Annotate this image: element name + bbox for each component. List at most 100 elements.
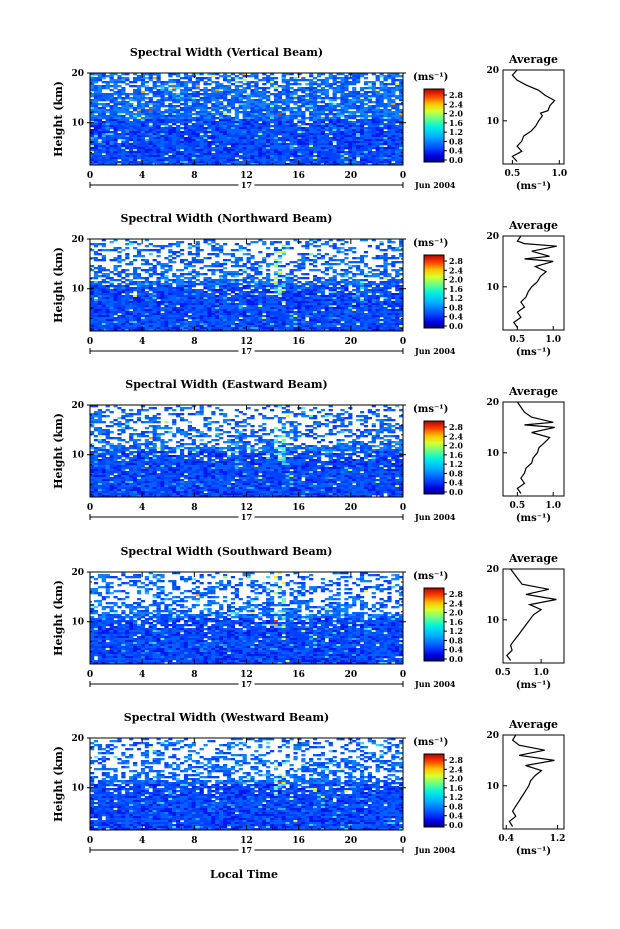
- heatmap-cell: [309, 143, 314, 146]
- heatmap-cell: [262, 115, 267, 118]
- heatmap-cell: [121, 131, 126, 134]
- heatmap-cell: [109, 157, 114, 160]
- heatmap-cell: [379, 109, 384, 112]
- heatmap-cell: [164, 149, 169, 152]
- heatmap-cell: [277, 273, 283, 276]
- heatmap-cell: [160, 263, 165, 266]
- heatmap-cell: [269, 241, 275, 244]
- heatmap-cell: [219, 271, 224, 274]
- heatmap-cell: [289, 73, 294, 76]
- heatmap-cell: [234, 119, 239, 122]
- heatmap-cell: [289, 97, 294, 100]
- heatmap-cell: [234, 109, 239, 112]
- heatmap-cell: [113, 131, 118, 134]
- heatmap-cell: [379, 149, 384, 152]
- heatmap-cell: [223, 273, 228, 276]
- heatmap-cell: [352, 127, 357, 130]
- heatmap-cell: [316, 89, 322, 92]
- heatmap-cell: [395, 125, 400, 128]
- heatmap-cell: [277, 241, 283, 244]
- heatmap-cell: [391, 135, 396, 138]
- heatmap-cell: [144, 77, 149, 80]
- heatmap-cell: [309, 159, 314, 162]
- heatmap-cell: [136, 141, 142, 144]
- heatmap-cell: [395, 75, 400, 78]
- heatmap-cell: [223, 161, 228, 164]
- heatmap-cell: [352, 81, 357, 84]
- heatmap-cell: [320, 139, 326, 142]
- heatmap-cell: [219, 127, 224, 130]
- heatmap-cell: [242, 299, 247, 302]
- heatmap-cell: [179, 163, 185, 166]
- heatmap-cell: [160, 137, 165, 140]
- heatmap-cell: [269, 279, 275, 282]
- heatmap-cell: [90, 117, 95, 120]
- heatmap-cell: [164, 291, 169, 294]
- heatmap-cell: [262, 103, 267, 106]
- heatmap-cell: [109, 89, 114, 92]
- heatmap-cell: [207, 77, 212, 80]
- heatmap-cell: [117, 289, 122, 292]
- heatmap-cell: [336, 121, 341, 124]
- heatmap-cell: [383, 113, 388, 116]
- heatmap-cell: [105, 95, 110, 98]
- heatmap-cell: [183, 301, 189, 304]
- heatmap-cell: [242, 293, 247, 296]
- heatmap-cell: [371, 91, 376, 94]
- heatmap-cell: [367, 143, 372, 146]
- heatmap-cell: [344, 305, 349, 308]
- heatmap-cell: [269, 121, 275, 124]
- heatmap-cell: [230, 159, 236, 162]
- heatmap-cell: [359, 123, 365, 126]
- heatmap-cell: [305, 95, 310, 98]
- heatmap-cell: [121, 115, 126, 118]
- heatmap-cell: [160, 149, 165, 152]
- heatmap-cell: [281, 143, 286, 146]
- heatmap-cell: [313, 115, 318, 118]
- heatmap-cell: [273, 249, 279, 252]
- heatmap-cell: [234, 75, 239, 78]
- heatmap-cell: [207, 161, 212, 164]
- heatmap-cell: [297, 143, 302, 146]
- heatmap-cell: [336, 135, 341, 138]
- heatmap-cell: [152, 293, 157, 296]
- heatmap-cell: [297, 121, 302, 124]
- heatmap-cell: [266, 143, 271, 146]
- heatmap-cell: [262, 119, 267, 122]
- heatmap-cell: [148, 287, 153, 290]
- heatmap-cell: [320, 295, 326, 298]
- heatmap-cell: [90, 287, 95, 290]
- heatmap-cell: [105, 129, 110, 132]
- heatmap-cell: [332, 285, 337, 288]
- heatmap-cell: [375, 89, 380, 92]
- heatmap-cell: [230, 161, 236, 164]
- heatmap-cell: [238, 279, 243, 282]
- heatmap-cell: [391, 295, 396, 298]
- heatmap-cell: [199, 107, 204, 110]
- heatmap-cell: [187, 261, 193, 264]
- heatmap-cell: [367, 153, 372, 156]
- heatmap-cell: [316, 159, 322, 162]
- heatmap-cell: [254, 115, 259, 118]
- heatmap-cell: [242, 247, 247, 250]
- heatmap-cell: [344, 253, 349, 256]
- heatmap-cell: [234, 135, 239, 138]
- heatmap-cell: [148, 153, 153, 156]
- heatmap-cell: [277, 155, 283, 158]
- heatmap-cell: [375, 265, 380, 268]
- heatmap-cell: [375, 247, 380, 250]
- heatmap-cell: [285, 155, 290, 158]
- heatmap-cell: [125, 79, 130, 82]
- heatmap-cell: [93, 295, 99, 298]
- heatmap-cell: [316, 153, 322, 156]
- heatmap-cell: [399, 291, 404, 294]
- heatmap-cell: [348, 283, 353, 286]
- heatmap-cell: [246, 81, 251, 84]
- heatmap-cell: [363, 117, 369, 120]
- heatmap-cell: [375, 269, 380, 272]
- heatmap-cell: [316, 139, 322, 142]
- heatmap-cell: [133, 137, 138, 140]
- heatmap-cell: [309, 131, 314, 134]
- heatmap-cell: [324, 95, 329, 98]
- heatmap-cell: [269, 83, 275, 86]
